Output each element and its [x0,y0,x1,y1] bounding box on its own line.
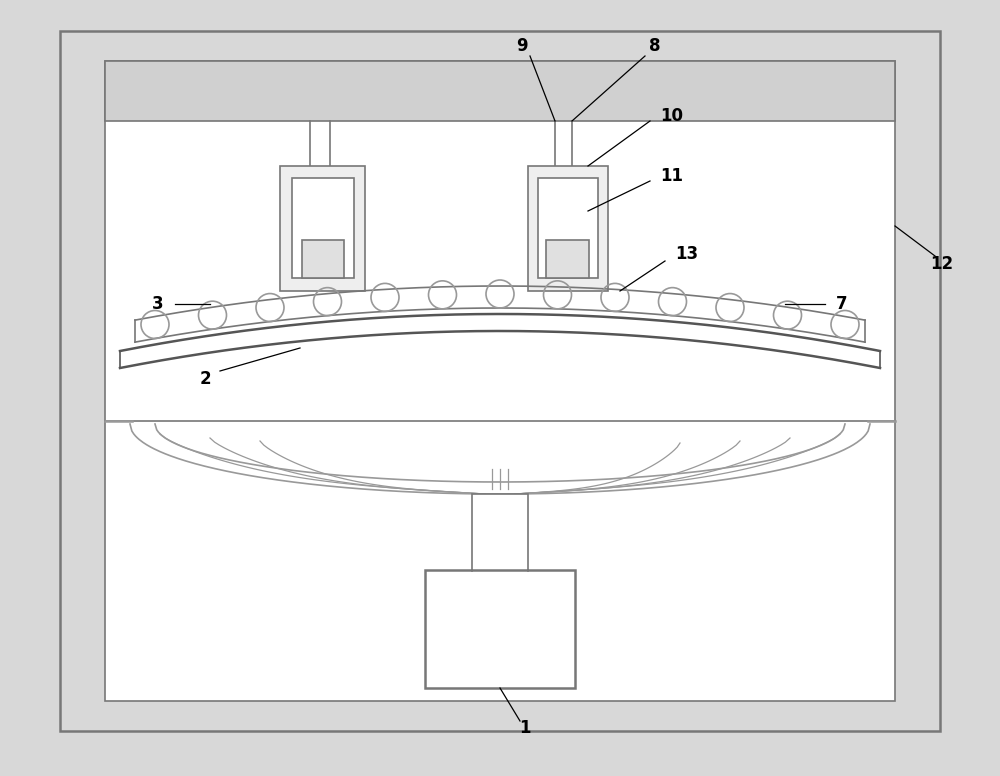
Bar [425,570,575,688]
Text: 10: 10 [660,107,683,125]
Bar [302,240,344,278]
Text: 8: 8 [649,37,661,55]
Text: 3: 3 [152,295,164,313]
Bar [292,178,354,278]
Bar [280,166,365,291]
Text: 2: 2 [199,370,211,388]
Text: 11: 11 [660,167,683,185]
Bar [538,178,598,278]
Text: 13: 13 [675,245,698,263]
Text: 12: 12 [930,255,954,273]
Bar [546,240,589,278]
Bar [528,166,608,291]
Bar [105,61,895,121]
Text: 9: 9 [516,37,528,55]
Bar [60,31,940,731]
Bar [472,494,528,571]
Text: 7: 7 [836,295,848,313]
Text: 1: 1 [519,719,531,737]
Bar [105,61,895,701]
